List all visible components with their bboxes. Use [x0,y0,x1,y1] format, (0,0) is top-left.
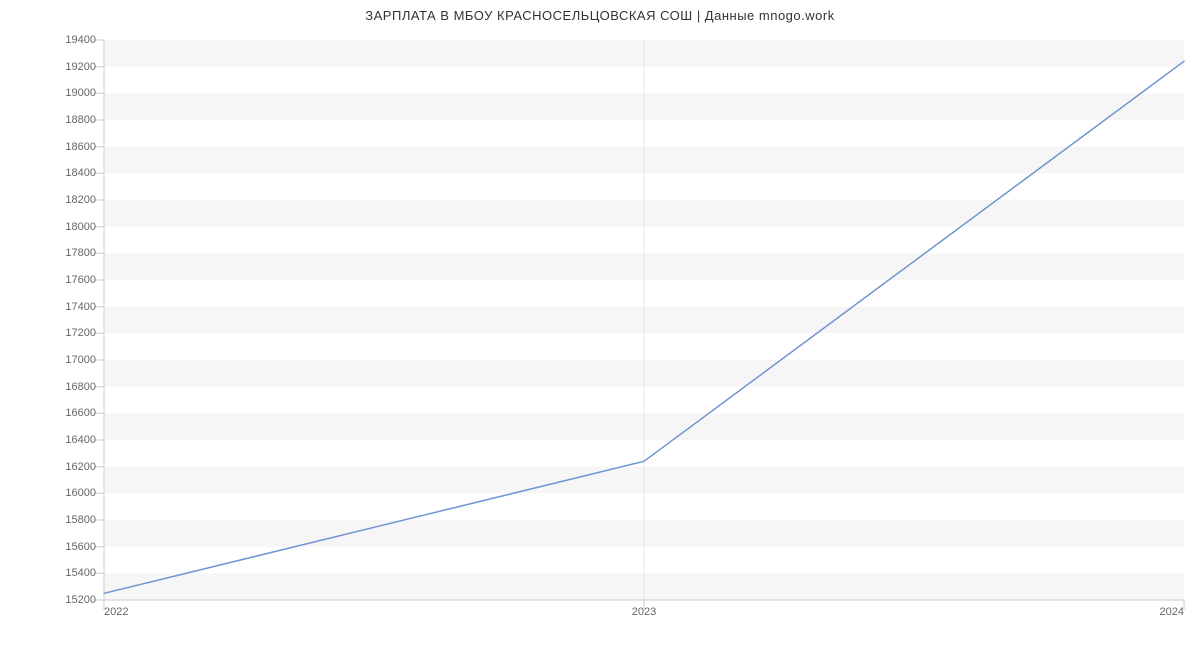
salary-line-chart: ЗАРПЛАТА В МБОУ КРАСНОСЕЛЬЦОВСКАЯ СОШ | … [0,0,1200,650]
y-tick-label: 19000 [65,87,96,99]
y-tick-label: 18000 [65,221,96,233]
plot-svg [104,40,1184,600]
y-tick-label: 15600 [65,541,96,553]
y-tick-label: 17800 [65,247,96,259]
y-tick-label: 16800 [65,381,96,393]
y-tick-label: 19400 [65,34,96,46]
y-tick-label: 16200 [65,461,96,473]
y-tick-label: 19200 [65,61,96,73]
y-tick-label: 15400 [65,567,96,579]
chart-title: ЗАРПЛАТА В МБОУ КРАСНОСЕЛЬЦОВСКАЯ СОШ | … [0,8,1200,23]
plot-area: 1520015400156001580016000162001640016600… [104,40,1184,600]
y-tick-label: 18600 [65,141,96,153]
y-tick-label: 18400 [65,167,96,179]
y-tick-label: 15800 [65,514,96,526]
x-tick-label: 2024 [1160,606,1184,618]
y-tick-label: 16000 [65,487,96,499]
x-tick-label: 2023 [632,606,656,618]
y-tick-label: 16600 [65,407,96,419]
y-tick-label: 17600 [65,274,96,286]
y-tick-label: 18200 [65,194,96,206]
x-tick-label: 2022 [104,606,128,618]
y-tick-label: 18800 [65,114,96,126]
y-tick-label: 17000 [65,354,96,366]
y-tick-label: 16400 [65,434,96,446]
y-tick-label: 17200 [65,327,96,339]
y-tick-label: 15200 [65,594,96,606]
y-tick-label: 17400 [65,301,96,313]
